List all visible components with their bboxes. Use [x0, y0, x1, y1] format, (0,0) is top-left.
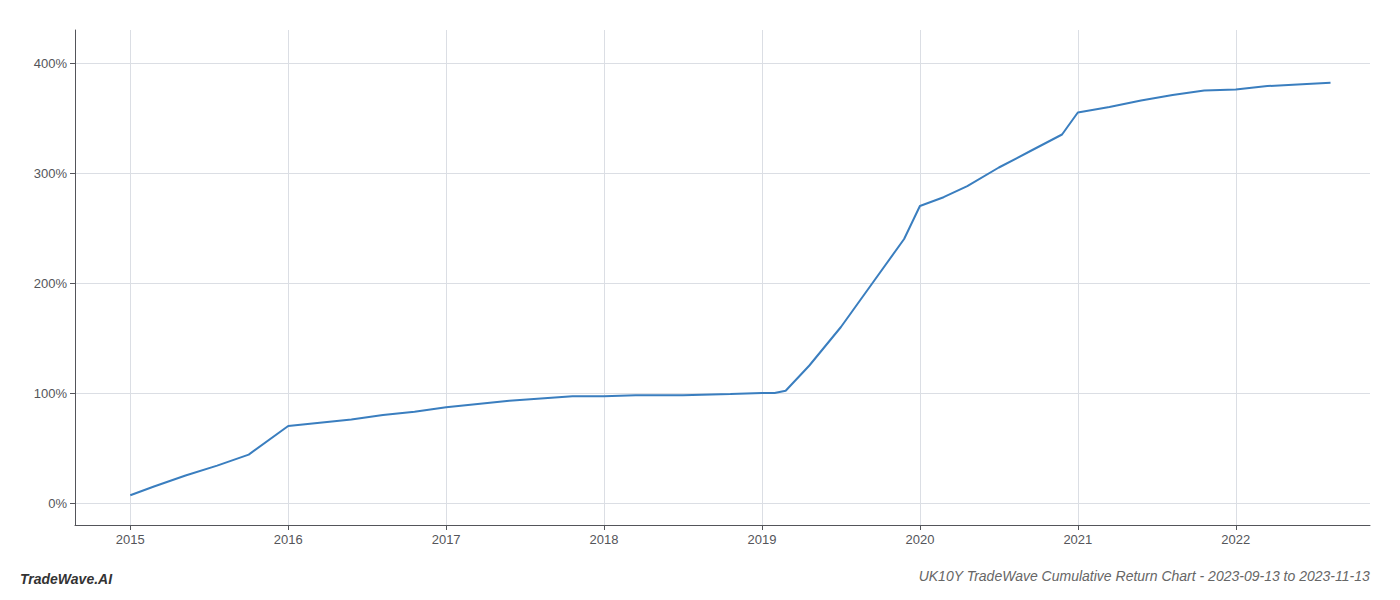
svg-text:300%: 300% [34, 166, 68, 181]
svg-text:2022: 2022 [1221, 532, 1250, 547]
svg-text:UK10Y TradeWave Cumulative Ret: UK10Y TradeWave Cumulative Return Chart … [919, 568, 1370, 584]
svg-text:TradeWave.AI: TradeWave.AI [20, 571, 113, 587]
svg-text:2019: 2019 [748, 532, 777, 547]
svg-text:400%: 400% [34, 56, 68, 71]
svg-text:200%: 200% [34, 276, 68, 291]
svg-text:2021: 2021 [1063, 532, 1092, 547]
svg-text:2016: 2016 [274, 532, 303, 547]
svg-text:2018: 2018 [590, 532, 619, 547]
svg-text:2015: 2015 [116, 532, 145, 547]
svg-text:2020: 2020 [905, 532, 934, 547]
svg-text:100%: 100% [34, 386, 68, 401]
svg-text:2017: 2017 [432, 532, 461, 547]
svg-text:0%: 0% [48, 496, 67, 511]
